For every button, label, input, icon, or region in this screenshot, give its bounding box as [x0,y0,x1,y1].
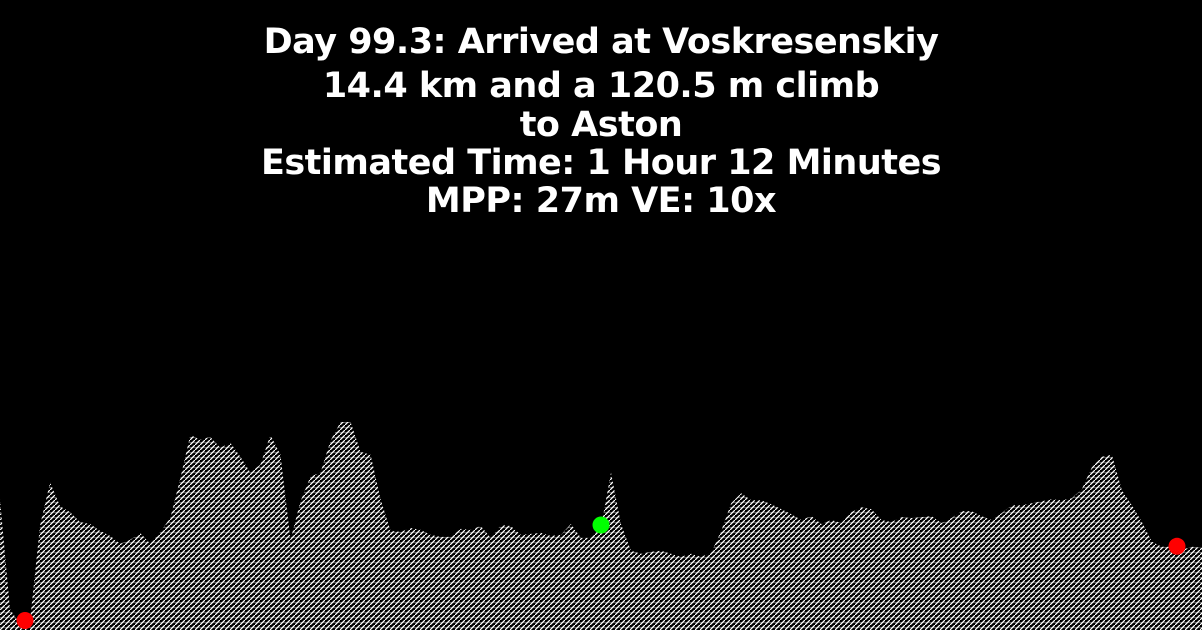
marker-end [1168,537,1186,555]
title-block: Day 99.3: Arrived at Voskresenskiy 14.4 … [0,22,1202,220]
marker-start [16,612,34,629]
elevation-area [0,422,1202,630]
title-distance-climb: 14.4 km and a 120.5 m climb [322,66,880,106]
title-estimated-time: Estimated Time: 1 Hour 12 Minutes [260,143,942,183]
title-day-arrival: Day 99.3: Arrived at Voskresenskiy [263,22,939,62]
title-destination: to Aston [519,105,683,145]
marker-midpoint [592,516,610,534]
title-mpp-ve: MPP: 27m VE: 10x [425,181,777,221]
